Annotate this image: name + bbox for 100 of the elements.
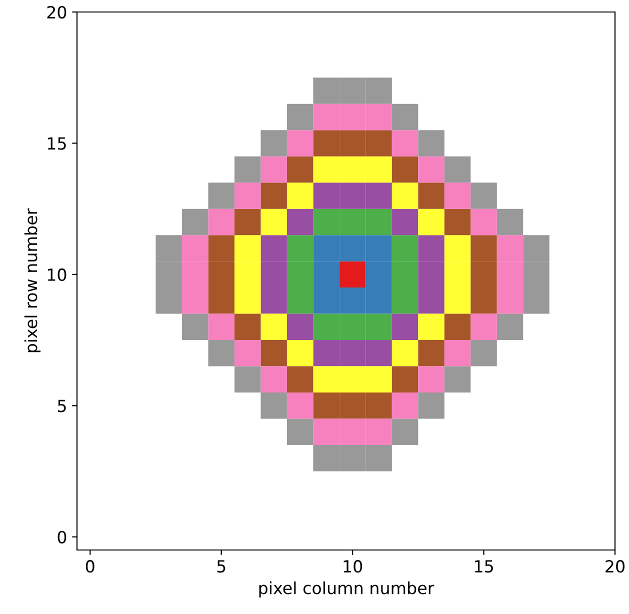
point: [313, 156, 340, 183]
point: [418, 208, 444, 236]
point: [366, 418, 392, 446]
y-tick-label: 20: [47, 6, 66, 19]
point: [523, 261, 550, 288]
point: [234, 340, 261, 366]
point: [392, 104, 418, 130]
point: [234, 261, 261, 288]
point: [286, 104, 314, 130]
point: [366, 235, 392, 262]
point: [470, 235, 497, 262]
x-tick-label: 15: [475, 560, 493, 573]
point: [339, 314, 366, 340]
y-axis-title: pixel row number: [24, 208, 41, 352]
point: [260, 208, 287, 236]
point: [392, 156, 418, 183]
point: [156, 261, 182, 288]
point: [156, 235, 182, 262]
point: [260, 366, 287, 393]
point: [366, 182, 392, 209]
point: [208, 235, 234, 262]
point: [313, 418, 340, 446]
point: [366, 445, 392, 472]
point: [313, 288, 340, 314]
point: [392, 261, 418, 288]
point: [313, 314, 340, 340]
point: [234, 208, 261, 236]
point: [418, 182, 444, 209]
point: [444, 314, 471, 340]
point: [444, 182, 471, 209]
point: [418, 314, 444, 340]
point: [260, 392, 287, 419]
point: [392, 208, 418, 236]
point: [286, 314, 314, 340]
point: [339, 288, 366, 314]
point: [470, 340, 497, 366]
point: [260, 182, 287, 209]
point: [418, 340, 444, 366]
point: [234, 366, 261, 393]
point: [366, 130, 392, 156]
point: [313, 235, 340, 262]
point: [366, 314, 392, 340]
point: [234, 314, 261, 340]
point: [286, 156, 314, 183]
point: [260, 340, 287, 366]
point: [496, 235, 524, 262]
point: [392, 392, 418, 419]
point: [208, 288, 234, 314]
point: [470, 208, 497, 236]
point: [418, 288, 444, 314]
point: [366, 392, 392, 419]
point: [339, 445, 366, 472]
point: [444, 340, 471, 366]
point: [444, 235, 471, 262]
point: [339, 261, 366, 288]
point: [286, 130, 314, 156]
point: [392, 235, 418, 262]
point: [339, 366, 366, 393]
point: [313, 130, 340, 156]
point: [366, 78, 392, 104]
point: [313, 104, 340, 130]
point: [286, 261, 314, 288]
point: [208, 340, 234, 366]
point: [313, 261, 340, 288]
point: [470, 182, 497, 209]
point: [523, 235, 550, 262]
point: [260, 156, 287, 183]
point: [313, 208, 340, 236]
point: [366, 104, 392, 130]
point: [392, 314, 418, 340]
point: [260, 261, 287, 288]
point: [182, 288, 208, 314]
point: [392, 366, 418, 393]
point: [339, 392, 366, 419]
point: [339, 156, 366, 183]
point: [208, 261, 234, 288]
y-tick-label: 0: [58, 530, 66, 544]
point: [260, 288, 287, 314]
point: [444, 366, 471, 393]
point: [392, 340, 418, 366]
point: [444, 261, 471, 288]
point: [418, 235, 444, 262]
point: [182, 235, 208, 262]
point: [496, 314, 524, 340]
point: [366, 288, 392, 314]
point: [286, 392, 314, 419]
point: [392, 130, 418, 156]
point: [444, 208, 471, 236]
point: [234, 156, 261, 183]
point: [366, 261, 392, 288]
point: [339, 208, 366, 236]
x-tick-label: 5: [217, 560, 226, 573]
x-tick-label: 10: [344, 560, 362, 573]
point: [182, 314, 208, 340]
point: [286, 288, 314, 314]
point: [444, 288, 471, 314]
y-tick-label: 10: [48, 268, 66, 282]
point: [339, 235, 366, 262]
point: [156, 288, 182, 314]
point: [313, 445, 340, 472]
